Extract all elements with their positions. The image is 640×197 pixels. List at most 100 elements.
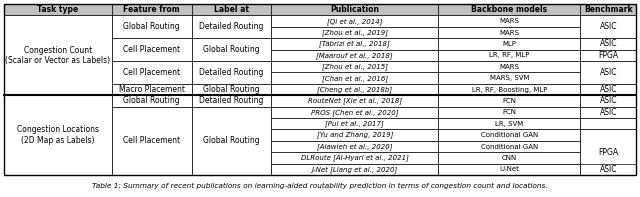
Text: LR, SVM: LR, SVM: [495, 121, 524, 127]
Bar: [580, 61, 636, 84]
Text: FPGA: FPGA: [598, 51, 618, 60]
Bar: [271, 84, 438, 95]
Text: MARS, SVM: MARS, SVM: [490, 75, 529, 81]
Bar: [438, 118, 580, 129]
Text: Backbone models: Backbone models: [471, 5, 547, 14]
Bar: [271, 129, 438, 141]
Text: LR, RF, Boosting, MLP: LR, RF, Boosting, MLP: [472, 86, 547, 93]
Bar: [438, 107, 580, 118]
Bar: [191, 95, 271, 107]
Text: J-Net [Liang et al., 2020]: J-Net [Liang et al., 2020]: [312, 166, 398, 173]
Text: Detailed Routing: Detailed Routing: [199, 68, 264, 77]
Text: MARS: MARS: [499, 30, 519, 35]
Text: [Chan et al., 2016]: [Chan et al., 2016]: [322, 75, 388, 82]
Text: [Cheng et al., 2018b]: [Cheng et al., 2018b]: [317, 86, 392, 93]
Bar: [580, 84, 636, 95]
Text: [Yu and Zhang, 2019]: [Yu and Zhang, 2019]: [317, 132, 393, 138]
Text: ASIC: ASIC: [600, 22, 617, 31]
Text: ASIC: ASIC: [600, 39, 617, 48]
Text: ASIC: ASIC: [600, 85, 617, 94]
Bar: [438, 50, 580, 61]
Bar: [271, 152, 438, 164]
Bar: [580, 15, 636, 38]
Text: Congestion Locations
(2D Map as Labels): Congestion Locations (2D Map as Labels): [17, 125, 99, 145]
Bar: [271, 72, 438, 84]
Text: Congestion Count
(Scalar or Vector as Labels): Congestion Count (Scalar or Vector as La…: [5, 46, 110, 65]
Text: ASIC: ASIC: [600, 165, 617, 174]
Text: Benchmark: Benchmark: [584, 5, 632, 14]
Text: [Maarouf et al., 2018]: [Maarouf et al., 2018]: [316, 52, 393, 59]
Text: ASIC: ASIC: [600, 96, 617, 105]
Bar: [111, 95, 191, 107]
Bar: [580, 164, 636, 175]
Text: MARS: MARS: [499, 18, 519, 24]
Text: Conditional GAN: Conditional GAN: [481, 132, 538, 138]
Text: Conditional GAN: Conditional GAN: [481, 143, 538, 150]
Text: Task type: Task type: [37, 5, 79, 14]
Text: FCN: FCN: [502, 98, 516, 104]
Text: MARS: MARS: [499, 64, 519, 70]
Bar: [580, 129, 636, 175]
Bar: [191, 38, 271, 61]
Text: CNN: CNN: [502, 155, 517, 161]
Text: Publication: Publication: [330, 5, 380, 14]
Bar: [580, 38, 636, 50]
Text: Global Routing: Global Routing: [203, 85, 260, 94]
Bar: [438, 15, 580, 27]
Bar: [438, 38, 580, 50]
Bar: [438, 27, 580, 38]
Text: Label at: Label at: [214, 5, 249, 14]
Bar: [111, 4, 191, 15]
Text: [Zhou et al., 2015]: [Zhou et al., 2015]: [322, 63, 388, 70]
Bar: [438, 84, 580, 95]
Bar: [580, 95, 636, 107]
Text: Table 1: Summary of recent publications on learning-aided routability prediction: Table 1: Summary of recent publications …: [92, 183, 548, 189]
Bar: [271, 141, 438, 152]
Bar: [111, 15, 191, 38]
Bar: [271, 95, 438, 107]
Text: [Pui et al., 2017]: [Pui et al., 2017]: [325, 120, 384, 127]
Bar: [438, 95, 580, 107]
Text: MLP: MLP: [502, 41, 516, 47]
Text: Detailed Routing: Detailed Routing: [199, 22, 264, 31]
Bar: [271, 118, 438, 129]
Text: Cell Placement: Cell Placement: [123, 136, 180, 145]
Bar: [191, 107, 271, 175]
Bar: [580, 50, 636, 61]
Text: FCN: FCN: [502, 109, 516, 115]
Bar: [271, 164, 438, 175]
Text: Detailed Routing: Detailed Routing: [199, 96, 264, 105]
Bar: [271, 107, 438, 118]
Text: RouteNet [Xie et al., 2018]: RouteNet [Xie et al., 2018]: [308, 98, 402, 104]
Text: [Tabrizi et al., 2018]: [Tabrizi et al., 2018]: [319, 40, 390, 47]
Bar: [271, 27, 438, 38]
Text: Cell Placement: Cell Placement: [123, 45, 180, 54]
Bar: [438, 164, 580, 175]
Bar: [438, 4, 580, 15]
Text: U-Net: U-Net: [499, 166, 519, 172]
Text: LR, RF, MLP: LR, RF, MLP: [489, 52, 529, 58]
Text: DLRoute [Al-Hyari et al., 2021]: DLRoute [Al-Hyari et al., 2021]: [301, 154, 409, 161]
Bar: [580, 107, 636, 118]
Bar: [438, 152, 580, 164]
Bar: [4, 4, 636, 175]
Text: ASIC: ASIC: [600, 108, 617, 117]
Bar: [271, 4, 438, 15]
Text: [Alawieh et al., 2020]: [Alawieh et al., 2020]: [317, 143, 392, 150]
Bar: [111, 107, 191, 175]
Text: PROS [Chen et al., 2020]: PROS [Chen et al., 2020]: [311, 109, 399, 116]
Bar: [271, 15, 438, 27]
Bar: [438, 141, 580, 152]
Bar: [191, 61, 271, 84]
Bar: [4, 4, 111, 15]
Bar: [580, 118, 636, 129]
Text: Global Routing: Global Routing: [124, 96, 180, 105]
Bar: [438, 129, 580, 141]
Bar: [4, 95, 111, 175]
Bar: [271, 61, 438, 72]
Text: [Zhou et al., 2019]: [Zhou et al., 2019]: [322, 29, 388, 36]
Text: Cell Placement: Cell Placement: [123, 68, 180, 77]
Bar: [191, 4, 271, 15]
Bar: [580, 4, 636, 15]
Bar: [191, 15, 271, 38]
